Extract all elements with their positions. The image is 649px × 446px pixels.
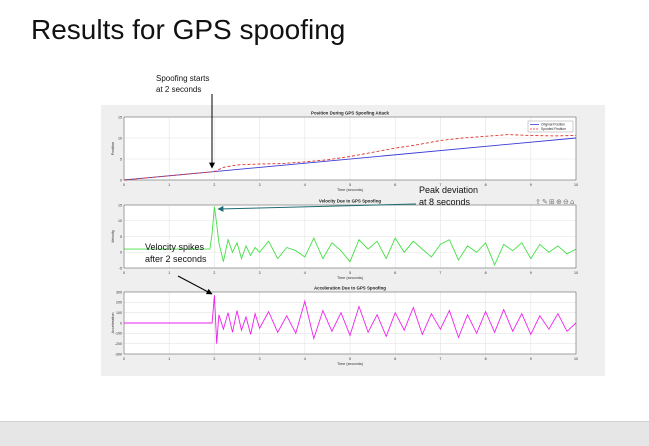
x-tick-label: 8 xyxy=(485,183,487,187)
annotation-line: Peak deviation xyxy=(419,185,479,195)
zoom-in-icon[interactable]: ⊕ xyxy=(556,198,562,206)
y-tick-label: 200 xyxy=(116,301,122,305)
x-tick-label: 3 xyxy=(259,357,261,361)
axes-title: Velocity Due to GPS Spoofing xyxy=(319,199,382,204)
y-tick-label: 5 xyxy=(120,157,122,161)
annotation-line: at 2 seconds xyxy=(156,85,202,94)
x-tick-label: 2 xyxy=(213,271,215,275)
x-tick-label: 7 xyxy=(439,357,441,361)
x-tick-label: 9 xyxy=(530,271,532,275)
legend-entry: Spoofed Position xyxy=(541,127,566,131)
slide-title: Results for GPS spoofing xyxy=(31,14,346,45)
y-tick-label: -200 xyxy=(115,342,122,346)
x-tick-label: 9 xyxy=(530,183,532,187)
data-tips-icon[interactable]: ⊞ xyxy=(549,198,555,206)
y-tick-label: 300 xyxy=(116,290,122,294)
annotation-line: after 2 seconds xyxy=(145,254,207,264)
x-tick-label: 5 xyxy=(349,183,351,187)
x-tick-label: 10 xyxy=(574,357,578,361)
axes-frame xyxy=(123,204,577,269)
y-tick-label: 5 xyxy=(120,235,122,239)
bottom-bar xyxy=(0,421,649,446)
annotation-line: at 8 seconds xyxy=(419,197,471,207)
y-axis-label: Position xyxy=(111,142,115,156)
annotation-line: Spoofing starts xyxy=(156,74,210,83)
y-tick-label: 0 xyxy=(120,178,122,182)
x-tick-label: 10 xyxy=(574,183,578,187)
x-tick-label: 6 xyxy=(394,183,396,187)
x-tick-label: 1 xyxy=(168,183,170,187)
x-tick-label: 1 xyxy=(168,357,170,361)
export-icon[interactable]: ⇪ xyxy=(535,198,541,206)
axes-frame xyxy=(123,116,577,181)
axes-title: Acceleration Due to GPS Spoofing xyxy=(314,286,386,291)
y-tick-label: 0 xyxy=(120,321,122,325)
x-tick-label: 0 xyxy=(123,183,125,187)
brush-icon[interactable]: ✎ xyxy=(542,198,548,206)
x-tick-label: 10 xyxy=(574,271,578,275)
x-axis-label: Time (seconds) xyxy=(337,276,364,280)
legend-box xyxy=(527,120,574,133)
x-tick-label: 9 xyxy=(530,357,532,361)
y-tick-label: -300 xyxy=(115,352,122,356)
y-tick-label: 100 xyxy=(116,311,122,315)
x-tick-label: 5 xyxy=(349,271,351,275)
x-tick-label: 3 xyxy=(259,183,261,187)
axes-title: Position During GPS Spoofing Attack xyxy=(311,111,389,116)
x-tick-label: 8 xyxy=(485,357,487,361)
x-axis-label: Time (seconds) xyxy=(337,362,364,366)
x-tick-label: 6 xyxy=(394,271,396,275)
x-tick-label: 2 xyxy=(213,357,215,361)
y-axis-label: Velocity xyxy=(111,230,115,243)
acceleration-axes: 0 1 2 3 4 5 6 7 8 9 10 -300 -200 -100 0 100 200 300 Accele… xyxy=(111,286,578,367)
x-tick-label: 1 xyxy=(168,271,170,275)
x-tick-label: 4 xyxy=(304,357,306,361)
peak-deviation-annotation: Peak deviation at 8 seconds xyxy=(419,184,478,208)
x-tick-label: 0 xyxy=(123,357,125,361)
y-tick-label: -5 xyxy=(119,266,122,270)
y-tick-label: 0 xyxy=(120,251,122,255)
y-tick-label: 15 xyxy=(118,115,122,119)
x-tick-label: 7 xyxy=(439,183,441,187)
velocity-spikes-annotation: Velocity spikes after 2 seconds xyxy=(145,241,207,265)
x-axis-label: Time (seconds) xyxy=(337,188,364,192)
acceleration-series xyxy=(124,295,577,344)
home-icon[interactable]: ⌂ xyxy=(570,198,574,206)
velocity-series xyxy=(124,206,577,267)
x-tick-label: 6 xyxy=(394,357,396,361)
x-tick-label: 0 xyxy=(123,271,125,275)
zoom-out-icon[interactable]: ⊖ xyxy=(563,198,569,206)
position-axes: 0 1 2 3 4 5 6 7 8 9 10 0 5 10 15 Position During GPS Sp… xyxy=(111,111,578,193)
x-tick-label: 4 xyxy=(304,183,306,187)
y-tick-label: -100 xyxy=(115,332,122,336)
x-tick-label: 2 xyxy=(213,183,215,187)
axes-frame xyxy=(123,291,577,355)
y-axis-label: Acceleration xyxy=(111,313,115,334)
x-tick-label: 3 xyxy=(259,271,261,275)
x-tick-label: 7 xyxy=(439,271,441,275)
y-tick-label: 10 xyxy=(118,136,122,140)
peak-deviation-arrow xyxy=(217,203,417,212)
x-tick-label: 4 xyxy=(304,271,306,275)
legend-entry: Original Position xyxy=(541,123,565,127)
annotation-line: Velocity spikes xyxy=(145,242,205,252)
velocity-spikes-arrow xyxy=(177,275,213,295)
x-tick-label: 8 xyxy=(485,271,487,275)
spoof-start-annotation: Spoofing starts at 2 seconds xyxy=(156,73,209,95)
y-tick-label: 15 xyxy=(118,203,122,207)
y-tick-label: 10 xyxy=(118,219,122,223)
x-tick-label: 5 xyxy=(349,357,351,361)
